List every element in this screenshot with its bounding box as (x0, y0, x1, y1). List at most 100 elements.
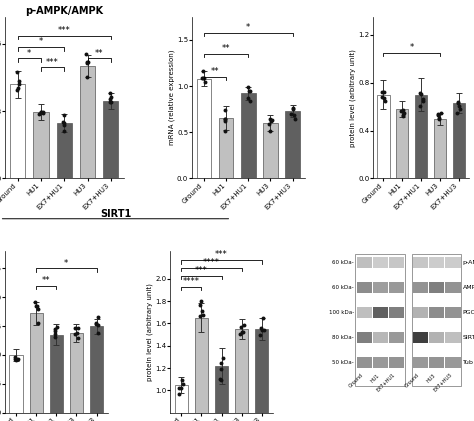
Point (400, 109, 407, 116)
Bar (373, 357, 388, 368)
Point (454, 109, 461, 116)
Point (60, 122, 67, 129)
Point (84, 59, 92, 65)
Point (200, 312, 207, 318)
Point (201, 78, 209, 85)
Bar (434, 119, 446, 179)
Point (417, 90, 424, 96)
Point (60, 119, 68, 126)
Bar (215, 366, 228, 421)
Text: p-AMPK: p-AMPK (463, 260, 474, 265)
Point (51, 328, 58, 334)
Bar (373, 257, 388, 268)
Point (37, 109, 45, 115)
Bar (377, 95, 390, 179)
Point (31, 299, 38, 306)
Point (454, 99, 462, 105)
Point (94, 330, 102, 336)
Point (177, 385, 184, 392)
Point (94, 322, 101, 328)
Point (107, 90, 114, 97)
Bar (57, 123, 72, 179)
Bar (263, 123, 278, 179)
Bar (255, 329, 268, 421)
Text: *: * (410, 43, 414, 52)
Text: AMPK: AMPK (463, 285, 474, 290)
Point (83, 74, 91, 80)
Text: *: * (39, 37, 43, 46)
Point (221, 116, 228, 123)
Point (51, 326, 59, 333)
Bar (413, 332, 428, 343)
Point (53, 324, 60, 331)
Point (60, 112, 67, 119)
Point (258, 327, 265, 334)
Point (416, 103, 423, 109)
Bar (103, 101, 118, 179)
Bar (373, 282, 388, 293)
Bar (415, 95, 427, 179)
Bar (413, 282, 428, 293)
Point (199, 75, 207, 82)
Point (199, 307, 206, 314)
Bar (429, 282, 445, 293)
Text: EX7+HU1: EX7+HU1 (376, 373, 397, 393)
Bar (429, 257, 445, 268)
Point (34, 320, 42, 327)
Point (419, 97, 427, 104)
Point (237, 324, 245, 330)
Point (378, 88, 385, 95)
Bar (389, 357, 404, 368)
Bar (413, 257, 428, 268)
Point (400, 112, 407, 119)
Point (60, 128, 68, 134)
Point (438, 109, 445, 116)
Point (35, 110, 43, 117)
Point (108, 94, 115, 101)
Bar (80, 66, 95, 179)
Point (72, 325, 79, 331)
Text: SIRT1: SIRT1 (100, 209, 132, 219)
Point (107, 99, 115, 105)
Point (92, 320, 100, 327)
Bar (453, 103, 465, 179)
Title: p-AMPK/AMPK: p-AMPK/AMPK (25, 6, 103, 16)
Point (221, 128, 229, 134)
Point (456, 105, 464, 112)
Point (82, 50, 90, 57)
Point (59, 119, 67, 125)
Point (71, 330, 79, 337)
Point (222, 117, 229, 124)
Point (176, 384, 183, 391)
Text: **: ** (211, 67, 219, 76)
Point (13, 87, 21, 93)
Point (51, 331, 59, 338)
Point (12, 354, 19, 360)
Bar (357, 282, 372, 293)
Point (12, 356, 19, 362)
Bar (389, 257, 404, 268)
Text: *: * (64, 258, 68, 268)
Bar (429, 307, 445, 318)
Point (32, 302, 40, 309)
Point (33, 303, 40, 310)
Point (238, 328, 246, 335)
Point (73, 330, 81, 337)
Bar (445, 257, 461, 268)
Bar (389, 307, 404, 318)
Text: ***: *** (58, 26, 71, 35)
Point (198, 75, 206, 81)
Point (265, 120, 273, 127)
Y-axis label: mRNA (relative expression): mRNA (relative expression) (168, 50, 175, 145)
Point (240, 321, 247, 328)
Point (291, 116, 299, 123)
Text: PGC1α: PGC1α (463, 310, 474, 315)
Point (94, 313, 102, 320)
Point (222, 107, 229, 114)
Point (290, 112, 298, 118)
Point (74, 334, 82, 341)
Point (246, 88, 253, 95)
Bar (373, 307, 388, 318)
Point (287, 111, 294, 117)
Bar (10, 84, 25, 179)
